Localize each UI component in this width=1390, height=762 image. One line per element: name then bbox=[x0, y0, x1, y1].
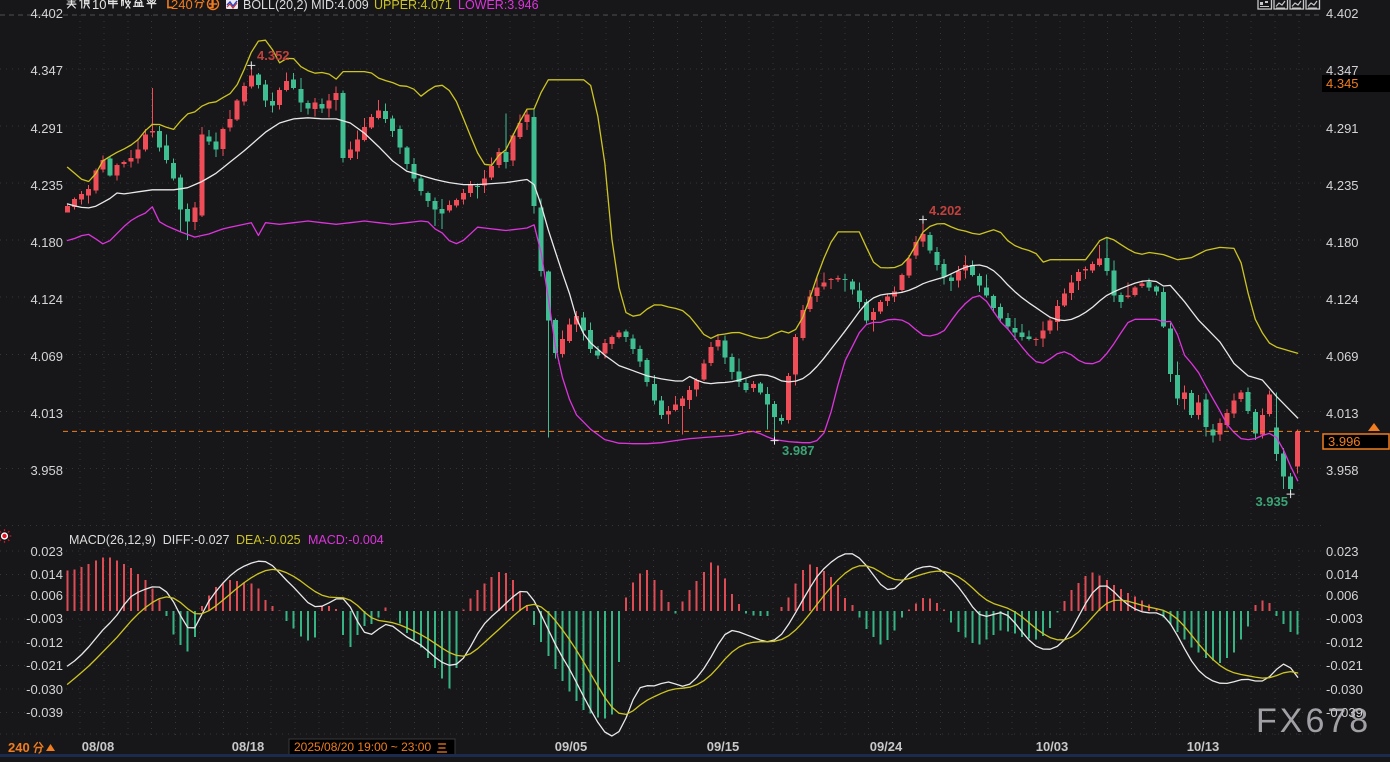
svg-text:4.069: 4.069 bbox=[30, 349, 63, 364]
svg-text:4.013: 4.013 bbox=[30, 406, 63, 421]
svg-text:3.996: 3.996 bbox=[1328, 434, 1361, 449]
svg-text:4.402: 4.402 bbox=[1326, 6, 1359, 21]
svg-text:4.124: 4.124 bbox=[30, 292, 63, 307]
svg-text:4.347: 4.347 bbox=[30, 63, 63, 78]
svg-text:09/05: 09/05 bbox=[555, 739, 588, 754]
svg-text:-0.003: -0.003 bbox=[26, 611, 63, 626]
svg-text:08/18: 08/18 bbox=[232, 739, 265, 754]
svg-text:4.345: 4.345 bbox=[1326, 76, 1359, 91]
svg-text:MACD:-0.004: MACD:-0.004 bbox=[308, 533, 384, 547]
svg-text:DEA:-0.025: DEA:-0.025 bbox=[236, 533, 301, 547]
svg-text:4.235: 4.235 bbox=[30, 178, 63, 193]
svg-text:0.023: 0.023 bbox=[30, 544, 63, 559]
svg-text:BOLL(20,2) MID:4.009: BOLL(20,2) MID:4.009 bbox=[243, 0, 369, 12]
svg-text:09/24: 09/24 bbox=[870, 739, 903, 754]
svg-text:LOWER:3.946: LOWER:3.946 bbox=[458, 0, 539, 12]
svg-text:-0.021: -0.021 bbox=[26, 658, 63, 673]
svg-text:4.347: 4.347 bbox=[1326, 63, 1359, 78]
svg-text:3.987: 3.987 bbox=[782, 443, 815, 458]
svg-text:-0.021: -0.021 bbox=[1326, 658, 1363, 673]
svg-text:-0.039: -0.039 bbox=[1326, 705, 1363, 720]
svg-text:-0.030: -0.030 bbox=[26, 682, 63, 697]
svg-text:0.006: 0.006 bbox=[30, 588, 63, 603]
svg-text:MACD(26,12,9) DIFF:-0.027: MACD(26,12,9) DIFF:-0.027 bbox=[69, 533, 230, 547]
svg-text:4.069: 4.069 bbox=[1326, 349, 1359, 364]
svg-text:10: 10 bbox=[92, 0, 106, 12]
svg-text:3.958: 3.958 bbox=[30, 463, 63, 478]
svg-text:4.291: 4.291 bbox=[1326, 121, 1359, 136]
svg-text:0.014: 0.014 bbox=[1326, 567, 1359, 582]
svg-text:4.180: 4.180 bbox=[1326, 235, 1359, 250]
svg-text:FX678: FX678 bbox=[1256, 702, 1371, 740]
svg-text:0.014: 0.014 bbox=[30, 567, 63, 582]
svg-text:0.023: 0.023 bbox=[1326, 544, 1359, 559]
svg-text:240: 240 bbox=[171, 0, 193, 12]
svg-text:4.202: 4.202 bbox=[929, 203, 962, 218]
svg-text:-0.012: -0.012 bbox=[1326, 635, 1363, 650]
svg-text:240: 240 bbox=[8, 740, 30, 755]
svg-text:3.935: 3.935 bbox=[1255, 494, 1288, 509]
svg-text:4.124: 4.124 bbox=[1326, 292, 1359, 307]
svg-text:-0.003: -0.003 bbox=[1326, 611, 1363, 626]
svg-text:UPPER:4.071: UPPER:4.071 bbox=[374, 0, 452, 12]
svg-text:2025/08/20 19:00 ~ 23:00: 2025/08/20 19:00 ~ 23:00 bbox=[294, 740, 431, 754]
svg-text:0.006: 0.006 bbox=[1326, 588, 1359, 603]
svg-text:09/15: 09/15 bbox=[707, 739, 740, 754]
svg-text:08/08: 08/08 bbox=[82, 739, 115, 754]
svg-text:-0.030: -0.030 bbox=[1326, 682, 1363, 697]
svg-text:3.958: 3.958 bbox=[1326, 463, 1359, 478]
svg-text:10/13: 10/13 bbox=[1187, 739, 1220, 754]
svg-text:4.402: 4.402 bbox=[30, 6, 63, 21]
svg-text:4.013: 4.013 bbox=[1326, 406, 1359, 421]
svg-text:10/03: 10/03 bbox=[1036, 739, 1069, 754]
svg-text:-0.012: -0.012 bbox=[26, 635, 63, 650]
svg-text:-0.039: -0.039 bbox=[26, 705, 63, 720]
svg-text:4.352: 4.352 bbox=[257, 48, 290, 63]
svg-text:4.291: 4.291 bbox=[30, 121, 63, 136]
svg-text:4.180: 4.180 bbox=[30, 235, 63, 250]
svg-text:4.235: 4.235 bbox=[1326, 178, 1359, 193]
